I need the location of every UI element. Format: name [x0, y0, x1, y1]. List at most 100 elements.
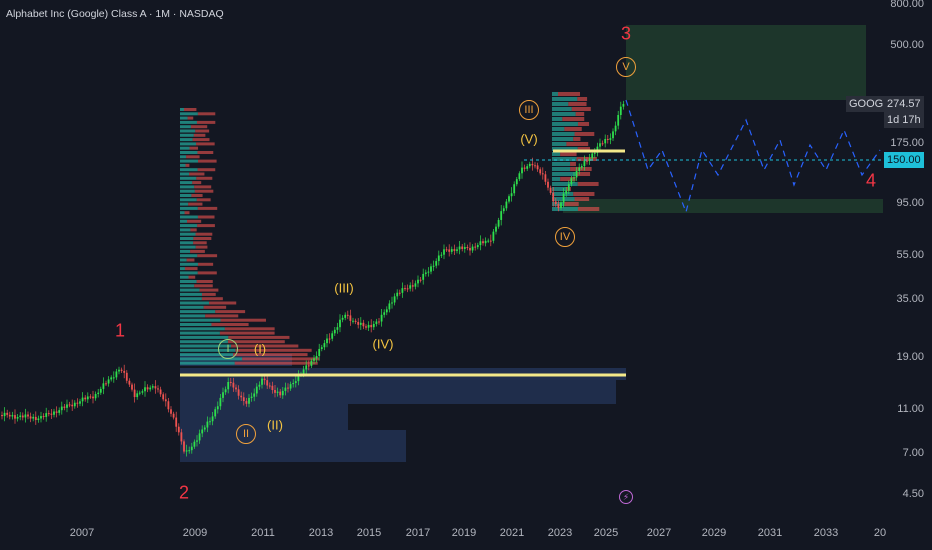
- wave-label-iv: (IV): [372, 336, 394, 352]
- candle-body: [560, 202, 562, 209]
- candle-body: [123, 370, 126, 373]
- volume-bar: [197, 271, 217, 275]
- candle-body: [437, 255, 440, 262]
- volume-bar: [194, 284, 213, 288]
- volume-bar: [197, 151, 214, 154]
- candle-body: [60, 406, 63, 411]
- candle-body: [552, 192, 555, 202]
- candle-body: [328, 338, 331, 340]
- candle-body: [419, 279, 422, 281]
- volume-bar: [180, 151, 198, 154]
- candle-body: [232, 382, 235, 388]
- volume-bar: [180, 159, 198, 163]
- candle-body: [440, 254, 443, 256]
- candle-body: [11, 415, 14, 417]
- candle-body: [162, 394, 165, 400]
- volume-bar: [188, 275, 196, 279]
- candle-body: [76, 402, 79, 404]
- candle-body: [513, 184, 516, 194]
- volume-bar: [571, 107, 591, 111]
- candle-body: [177, 426, 180, 433]
- volume-bar: [180, 172, 190, 176]
- candle-body: [476, 245, 479, 248]
- time-label: 2017: [405, 527, 431, 539]
- time-label: 2021: [499, 527, 525, 539]
- volume-bar: [552, 157, 577, 161]
- hline-price-tag[interactable]: 150.00: [884, 152, 924, 168]
- price-label: 55.00: [896, 249, 924, 261]
- candle-body: [424, 272, 427, 274]
- volume-bar: [180, 305, 204, 309]
- candle-body: [115, 371, 118, 378]
- candle-body: [346, 314, 349, 316]
- candle-body: [411, 285, 414, 287]
- time-label: 2015: [356, 527, 382, 539]
- volume-bar: [180, 189, 195, 193]
- volume-bar: [180, 181, 193, 185]
- volume-bar: [552, 112, 576, 116]
- volume-bar: [196, 120, 216, 124]
- price-label: 19.00: [896, 351, 924, 363]
- volume-bar: [180, 125, 191, 129]
- candle-body: [279, 391, 282, 396]
- candle-body: [619, 106, 622, 116]
- volume-bar: [180, 120, 197, 124]
- volume-bar: [192, 181, 202, 185]
- flash-icon[interactable]: ⚡: [619, 490, 633, 504]
- candle-body: [248, 397, 250, 404]
- volume-bar: [180, 353, 234, 357]
- volume-bar: [180, 133, 194, 137]
- candle-body: [183, 441, 185, 452]
- volume-bar: [180, 215, 198, 219]
- candle-body: [510, 193, 513, 197]
- candle-body: [562, 193, 565, 203]
- candle-body: [159, 389, 162, 395]
- time-label: 2033: [813, 527, 839, 539]
- candle-body: [575, 170, 578, 178]
- candle-body: [320, 347, 323, 349]
- volume-bar: [194, 185, 212, 189]
- volume-bar: [566, 142, 589, 146]
- zones-layer: [180, 25, 883, 462]
- candle-body: [27, 414, 29, 417]
- candle-body: [284, 387, 287, 391]
- volume-bar: [552, 137, 574, 141]
- volume-bar: [197, 262, 214, 266]
- time-label: 2009: [182, 527, 208, 539]
- candle-body: [120, 369, 123, 371]
- price-label: 7.00: [902, 447, 924, 459]
- volume-bar: [552, 147, 578, 151]
- candle-body: [190, 446, 193, 451]
- volume-bar: [180, 245, 196, 249]
- wave-label-3: 3: [620, 23, 632, 44]
- candle-body: [151, 386, 154, 388]
- candle-body: [175, 417, 178, 427]
- volume-bar: [552, 187, 567, 191]
- wave-label-4: 4: [865, 170, 877, 191]
- candle-body: [549, 187, 552, 193]
- candle-body: [50, 413, 53, 415]
- price-label: 800.00: [890, 0, 924, 10]
- candle-body: [53, 411, 55, 415]
- candle-body: [495, 226, 497, 232]
- candle-body: [92, 396, 94, 399]
- candle-body: [570, 178, 573, 185]
- candle-body: [422, 273, 425, 280]
- volume-bar: [180, 146, 190, 150]
- time-label: 2029: [701, 527, 727, 539]
- volume-bar: [558, 92, 580, 96]
- volume-bar: [180, 176, 197, 180]
- volume-bar: [552, 152, 561, 156]
- candle-body: [547, 181, 549, 188]
- candle-body: [37, 418, 40, 421]
- volume-bar: [577, 207, 600, 211]
- volume-bar: [180, 344, 232, 348]
- candle-body: [432, 265, 435, 267]
- candle-body: [534, 165, 536, 167]
- volume-bar: [180, 202, 189, 206]
- price-label: 175.00: [890, 137, 924, 149]
- volume-bar: [193, 133, 206, 137]
- volume-bar: [191, 194, 203, 197]
- volume-zone: [180, 380, 616, 404]
